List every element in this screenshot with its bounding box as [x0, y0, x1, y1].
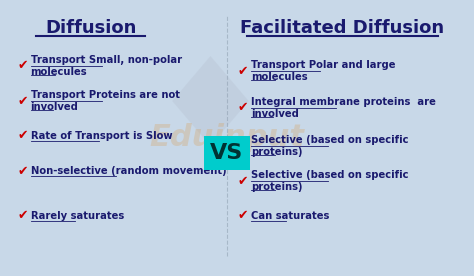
Text: ✔: ✔	[17, 164, 27, 177]
Text: Can saturates: Can saturates	[251, 211, 329, 221]
Text: Rarely saturates: Rarely saturates	[31, 211, 124, 221]
Text: ✔: ✔	[237, 65, 248, 78]
FancyBboxPatch shape	[204, 136, 250, 170]
Text: Transport Polar and large
molecules: Transport Polar and large molecules	[251, 60, 395, 82]
Text: ✔: ✔	[237, 209, 248, 222]
Text: Selective (based on specific
proteins): Selective (based on specific proteins)	[251, 170, 408, 192]
Text: ✔: ✔	[237, 102, 248, 115]
Text: ✔: ✔	[237, 139, 248, 153]
Text: ✔: ✔	[17, 209, 27, 222]
Text: Non-selective (random movement): Non-selective (random movement)	[31, 166, 226, 176]
Text: VS: VS	[210, 143, 243, 163]
Text: Eduinput: Eduinput	[149, 123, 304, 153]
Text: Selective (based on specific
proteins): Selective (based on specific proteins)	[251, 135, 408, 157]
Text: Rate of Transport is Slow: Rate of Transport is Slow	[31, 131, 172, 141]
Text: ✔: ✔	[237, 174, 248, 187]
Text: Transport Small, non-polar
molecules: Transport Small, non-polar molecules	[31, 55, 182, 77]
Text: ✔: ✔	[17, 94, 27, 107]
Text: Transport Proteins are not
involved: Transport Proteins are not involved	[31, 90, 180, 112]
Text: Facilitated Diffusion: Facilitated Diffusion	[240, 19, 445, 37]
Text: Integral membrane proteins  are
involved: Integral membrane proteins are involved	[251, 97, 436, 119]
Polygon shape	[172, 56, 249, 146]
Text: ✔: ✔	[17, 129, 27, 142]
Text: ✔: ✔	[17, 60, 27, 73]
Text: Diffusion: Diffusion	[45, 19, 137, 37]
